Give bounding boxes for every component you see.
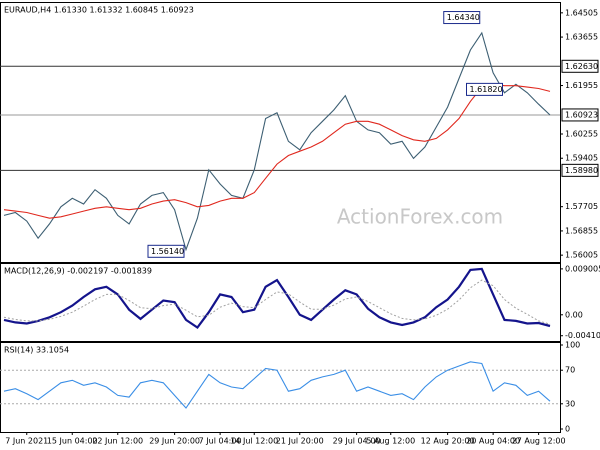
annotation-label: 1.61820 bbox=[470, 85, 503, 94]
x-tick-label: 14 Jul 12:00 bbox=[230, 437, 278, 446]
x-tick-label: 27 Aug 12:00 bbox=[512, 437, 566, 446]
x-tick-label: 5 Aug 12:00 bbox=[366, 437, 415, 446]
panel-title: RSI(14) 33.1054 bbox=[4, 346, 69, 355]
series-line bbox=[3, 279, 551, 325]
last-price-box bbox=[561, 108, 599, 122]
level-label: 1.62630 bbox=[565, 62, 598, 71]
x-tick-label: 21 Jul 20:00 bbox=[276, 437, 324, 446]
x-tick-label: 20 Aug 04:00 bbox=[466, 437, 520, 446]
annotation-box bbox=[147, 244, 185, 258]
y-tick-label: -0.004104 bbox=[565, 331, 600, 340]
panel-frame bbox=[0, 2, 561, 263]
last-price-label: 1.60923 bbox=[565, 110, 598, 119]
annotation-box bbox=[466, 82, 503, 96]
y-tick-label: 100 bbox=[565, 341, 580, 350]
panel-title: MACD(12,26,9) -0.002197 -0.001839 bbox=[4, 267, 152, 276]
y-tick-label: 1.56855 bbox=[565, 226, 598, 235]
series-line bbox=[3, 31, 551, 252]
y-tick-label: 1.60255 bbox=[565, 129, 598, 138]
y-tick-label: 0 bbox=[565, 425, 570, 434]
level-box bbox=[561, 163, 599, 177]
x-tick-label: 15 Jun 04:00 bbox=[47, 437, 98, 446]
annotation-box bbox=[443, 11, 481, 25]
y-tick-label: 1.61955 bbox=[565, 81, 598, 90]
x-tick-label: 7 Jun 2021 bbox=[5, 437, 48, 446]
y-tick-label: 0.00 bbox=[565, 310, 583, 319]
y-tick-label: 30 bbox=[565, 399, 575, 408]
x-tick-label: 12 Aug 20:00 bbox=[421, 437, 475, 446]
y-tick-label: 1.59405 bbox=[565, 154, 598, 163]
panel-frame bbox=[0, 263, 561, 342]
x-tick-label: 29 Jul 04:00 bbox=[333, 437, 381, 446]
x-tick-label: 22 Jun 12:00 bbox=[92, 437, 143, 446]
x-tick-label: 7 Jul 04:00 bbox=[199, 437, 242, 446]
y-tick-label: 1.63655 bbox=[565, 33, 598, 42]
series-line bbox=[3, 267, 551, 329]
level-box bbox=[561, 59, 599, 73]
level-label: 1.58980 bbox=[565, 166, 598, 175]
annotation-label: 1.64340 bbox=[447, 13, 480, 22]
y-tick-label: 70 bbox=[565, 366, 575, 375]
annotation-label: 1.56140 bbox=[151, 247, 184, 256]
watermark: ActionForex.com bbox=[337, 205, 503, 229]
panel-title: EURAUD,H4 1.61330 1.61332 1.60845 1.6092… bbox=[4, 6, 194, 15]
series-line bbox=[3, 83, 551, 219]
y-tick-label: 1.64505 bbox=[565, 8, 598, 17]
y-tick-label: 1.57705 bbox=[565, 202, 598, 211]
y-tick-label: 0.009005 bbox=[565, 264, 600, 273]
panel-frame bbox=[0, 342, 561, 433]
x-tick-label: 29 Jun 20:00 bbox=[149, 437, 200, 446]
series-line bbox=[3, 361, 551, 409]
y-tick-label: 1.56005 bbox=[565, 251, 598, 260]
